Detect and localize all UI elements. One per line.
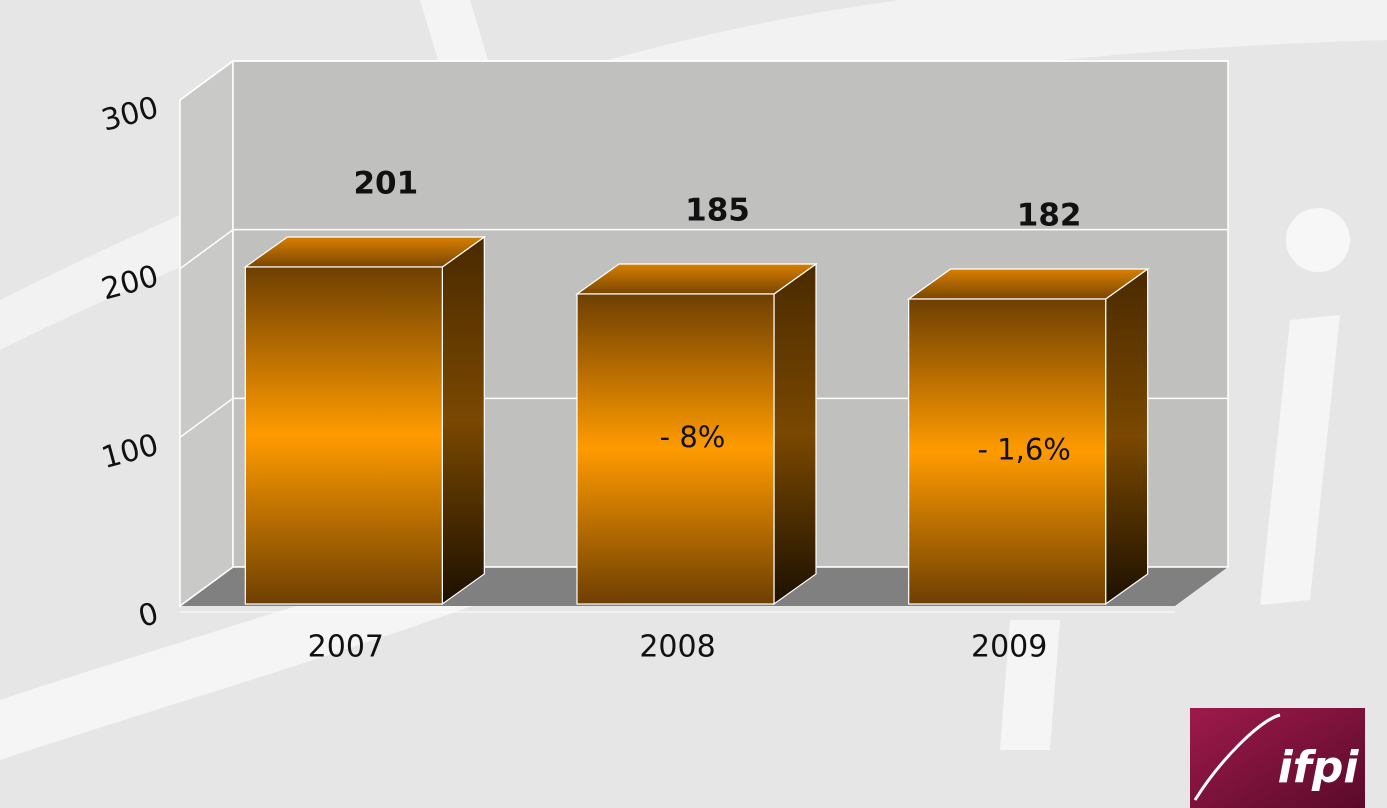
grid-line — [179, 566, 234, 607]
bar-top — [906, 268, 1150, 300]
bar-side — [1105, 267, 1149, 606]
value-label: 182 — [1017, 198, 1082, 234]
value-label: 201 — [353, 165, 418, 201]
bar-top — [575, 263, 818, 295]
bar-side — [773, 262, 817, 606]
grid-line — [179, 60, 234, 101]
logo: ifpi — [1190, 708, 1365, 808]
grid-line — [179, 229, 234, 270]
bar — [244, 266, 443, 605]
x-tick-label: 2009 — [971, 630, 1047, 665]
value-label: 185 — [685, 192, 750, 228]
bar-top — [243, 236, 487, 268]
left-wall — [179, 59, 234, 608]
x-tick-label: 2008 — [639, 630, 715, 665]
x-tick-label: 2007 — [308, 630, 384, 665]
bar — [576, 293, 775, 605]
grid-line — [179, 397, 234, 438]
plot: 201 2007 185 - 8% 2008 182 - 1,6% 2009 — [243, 165, 1150, 665]
change-label: - 1,6% — [977, 433, 1070, 467]
logo-text: ifpi — [1278, 742, 1360, 793]
bar — [908, 298, 1107, 605]
bar-side — [441, 235, 485, 606]
change-label: - 8% — [660, 420, 726, 454]
